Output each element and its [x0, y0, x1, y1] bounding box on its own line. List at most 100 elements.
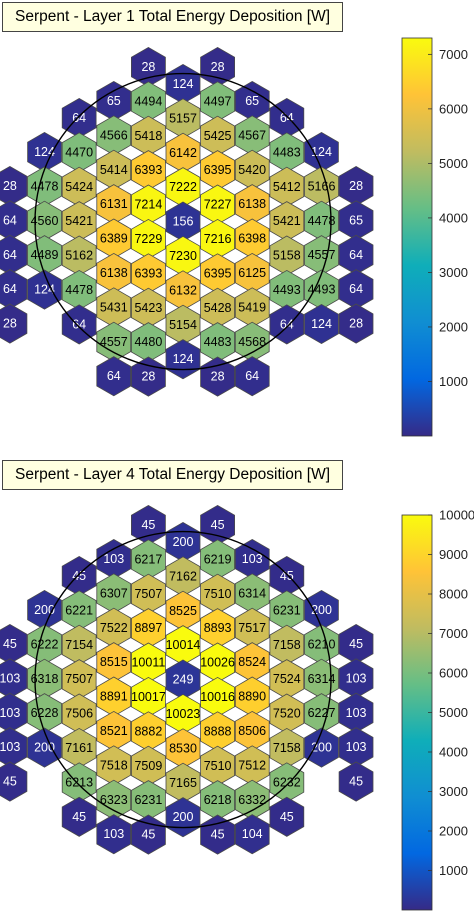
- hex-value-label: 10017: [131, 690, 166, 704]
- hex-value-label: 4483: [204, 335, 232, 349]
- hex-value-label: 200: [173, 535, 194, 549]
- hex-value-label: 103: [0, 671, 20, 685]
- layer-4-panel: 200 7162 8525 10014 249 10023 8530 7165 200 45 621…: [0, 458, 474, 916]
- colorbar-tick-label: 3000: [439, 265, 468, 280]
- hex-value-label: 6222: [31, 637, 59, 651]
- hex-value-label: 103: [346, 740, 367, 754]
- hex-value-label: 8891: [100, 690, 128, 704]
- hex-value-label: 4494: [134, 94, 162, 108]
- hex-value-label: 5420: [238, 163, 266, 177]
- hex-value-label: 7510: [204, 759, 232, 773]
- hex-value-label: 45: [141, 518, 155, 532]
- hex-value-label: 65: [349, 213, 363, 227]
- hex-value-label: 7517: [238, 621, 266, 635]
- hex-value-label: 103: [242, 552, 263, 566]
- hex-value-label: 6314: [238, 586, 266, 600]
- hex-value-label: 4470: [65, 145, 93, 159]
- hex-value-label: 6142: [169, 146, 197, 160]
- hex-grid: 200 7162 8525 10014 249 10023 8530 7165 200 45 621…: [0, 504, 374, 855]
- hex-value-label: 10026: [200, 656, 235, 670]
- hex-value-label: 6231: [134, 793, 162, 807]
- colorbar-tick-label: 8000: [439, 587, 468, 602]
- hex-value-label: 8890: [238, 690, 266, 704]
- hex-value-label: 6219: [204, 552, 232, 566]
- hex-value-label: 5428: [204, 301, 232, 315]
- hex-value-label: 45: [211, 518, 225, 532]
- hex-value-label: 28: [141, 60, 155, 74]
- hex-value-label: 65: [245, 94, 259, 108]
- hex-value-label: 8524: [238, 655, 266, 669]
- hex-value-label: 5431: [100, 300, 128, 314]
- hex-value-label: 103: [103, 827, 124, 841]
- hex-value-label: 5166: [308, 179, 336, 193]
- hex-value-label: 4557: [308, 248, 336, 262]
- hex-cell: [61, 796, 97, 837]
- core-boundary-ring: [34, 72, 332, 371]
- hex-value-label: 6228: [31, 706, 59, 720]
- hex-value-label: 45: [280, 810, 294, 824]
- hex-value-label: 28: [211, 370, 225, 384]
- hex-grid: 124 5157 6142 7222 156 7230 6132 5154 124 28 4497 5…: [0, 46, 374, 397]
- hex-value-label: 4497: [204, 94, 232, 108]
- hex-value-label: 7158: [273, 741, 301, 755]
- hex-value-label: 4493: [308, 283, 336, 297]
- hex-value-label: 64: [280, 111, 294, 125]
- hex-value-label: 5414: [100, 163, 128, 177]
- hex-value-label: 64: [3, 213, 17, 227]
- hex-value-label: 8882: [134, 724, 162, 738]
- hex-cell: [96, 356, 132, 397]
- hex-value-label: 6132: [169, 283, 197, 297]
- hex-value-label: 10016: [200, 690, 235, 704]
- hex-value-label: 5162: [65, 249, 93, 263]
- hex-value-label: 7524: [273, 672, 301, 686]
- hex-value-label: 6314: [308, 672, 336, 686]
- colorbar: [401, 37, 433, 437]
- hex-value-label: 5424: [65, 180, 93, 194]
- hex-cell: [304, 727, 339, 768]
- hex-value-label: 10023: [166, 707, 201, 721]
- hex-value-label: 6217: [134, 552, 162, 566]
- hex-value-label: 4567: [238, 128, 266, 142]
- hex-value-label: 64: [349, 248, 363, 262]
- hex-cell: [234, 814, 270, 855]
- hex-value-label: 6323: [100, 793, 128, 807]
- hex-value-label: 64: [107, 369, 121, 383]
- hex-value-label: 124: [311, 145, 332, 159]
- hex-value-label: 6398: [238, 232, 266, 246]
- colorbar-tick-label: 2000: [439, 824, 468, 839]
- hex-value-label: 8506: [238, 724, 266, 738]
- hex-cell: [96, 814, 132, 855]
- hex-value-label: 7162: [169, 569, 197, 583]
- hex-value-label: 4489: [31, 248, 59, 262]
- hex-value-label: 4560: [31, 214, 59, 228]
- hex-value-label: 200: [34, 603, 55, 617]
- hex-value-label: 45: [280, 569, 294, 583]
- hex-value-label: 103: [0, 740, 20, 754]
- hex-value-label: 45: [3, 775, 17, 789]
- hex-value-label: 7229: [134, 232, 162, 246]
- hex-cell: [0, 303, 28, 344]
- hex-value-label: 124: [34, 145, 55, 159]
- colorbar-tick-label: 5000: [439, 705, 468, 720]
- hex-value-label: 10014: [166, 638, 201, 652]
- hex-value-label: 7507: [134, 587, 162, 601]
- hex-value-label: 6393: [134, 266, 162, 280]
- hex-value-label: 6395: [204, 266, 232, 280]
- hex-value-label: 5425: [204, 129, 232, 143]
- hex-value-label: 45: [3, 637, 17, 651]
- hex-value-label: 4557: [100, 335, 128, 349]
- hex-value-label: 8521: [100, 724, 128, 738]
- hex-value-label: 45: [211, 828, 225, 842]
- layer-4-hex-map: 200 7162 8525 10014 249 10023 8530 7165 200 45 621…: [0, 504, 474, 911]
- colorbar-tick-label: 3000: [439, 784, 468, 799]
- hex-value-label: 5158: [273, 249, 301, 263]
- hex-value-label: 28: [349, 179, 363, 193]
- hex-value-label: 28: [211, 60, 225, 74]
- hex-value-label: 6138: [238, 197, 266, 211]
- hex-value-label: 4566: [100, 128, 128, 142]
- hex-value-label: 6227: [308, 706, 336, 720]
- colorbar-tick-label: 4000: [439, 745, 468, 760]
- hex-value-label: 4478: [308, 214, 336, 228]
- hex-value-label: 28: [3, 179, 17, 193]
- colorbar-tick-label: 1000: [439, 863, 468, 878]
